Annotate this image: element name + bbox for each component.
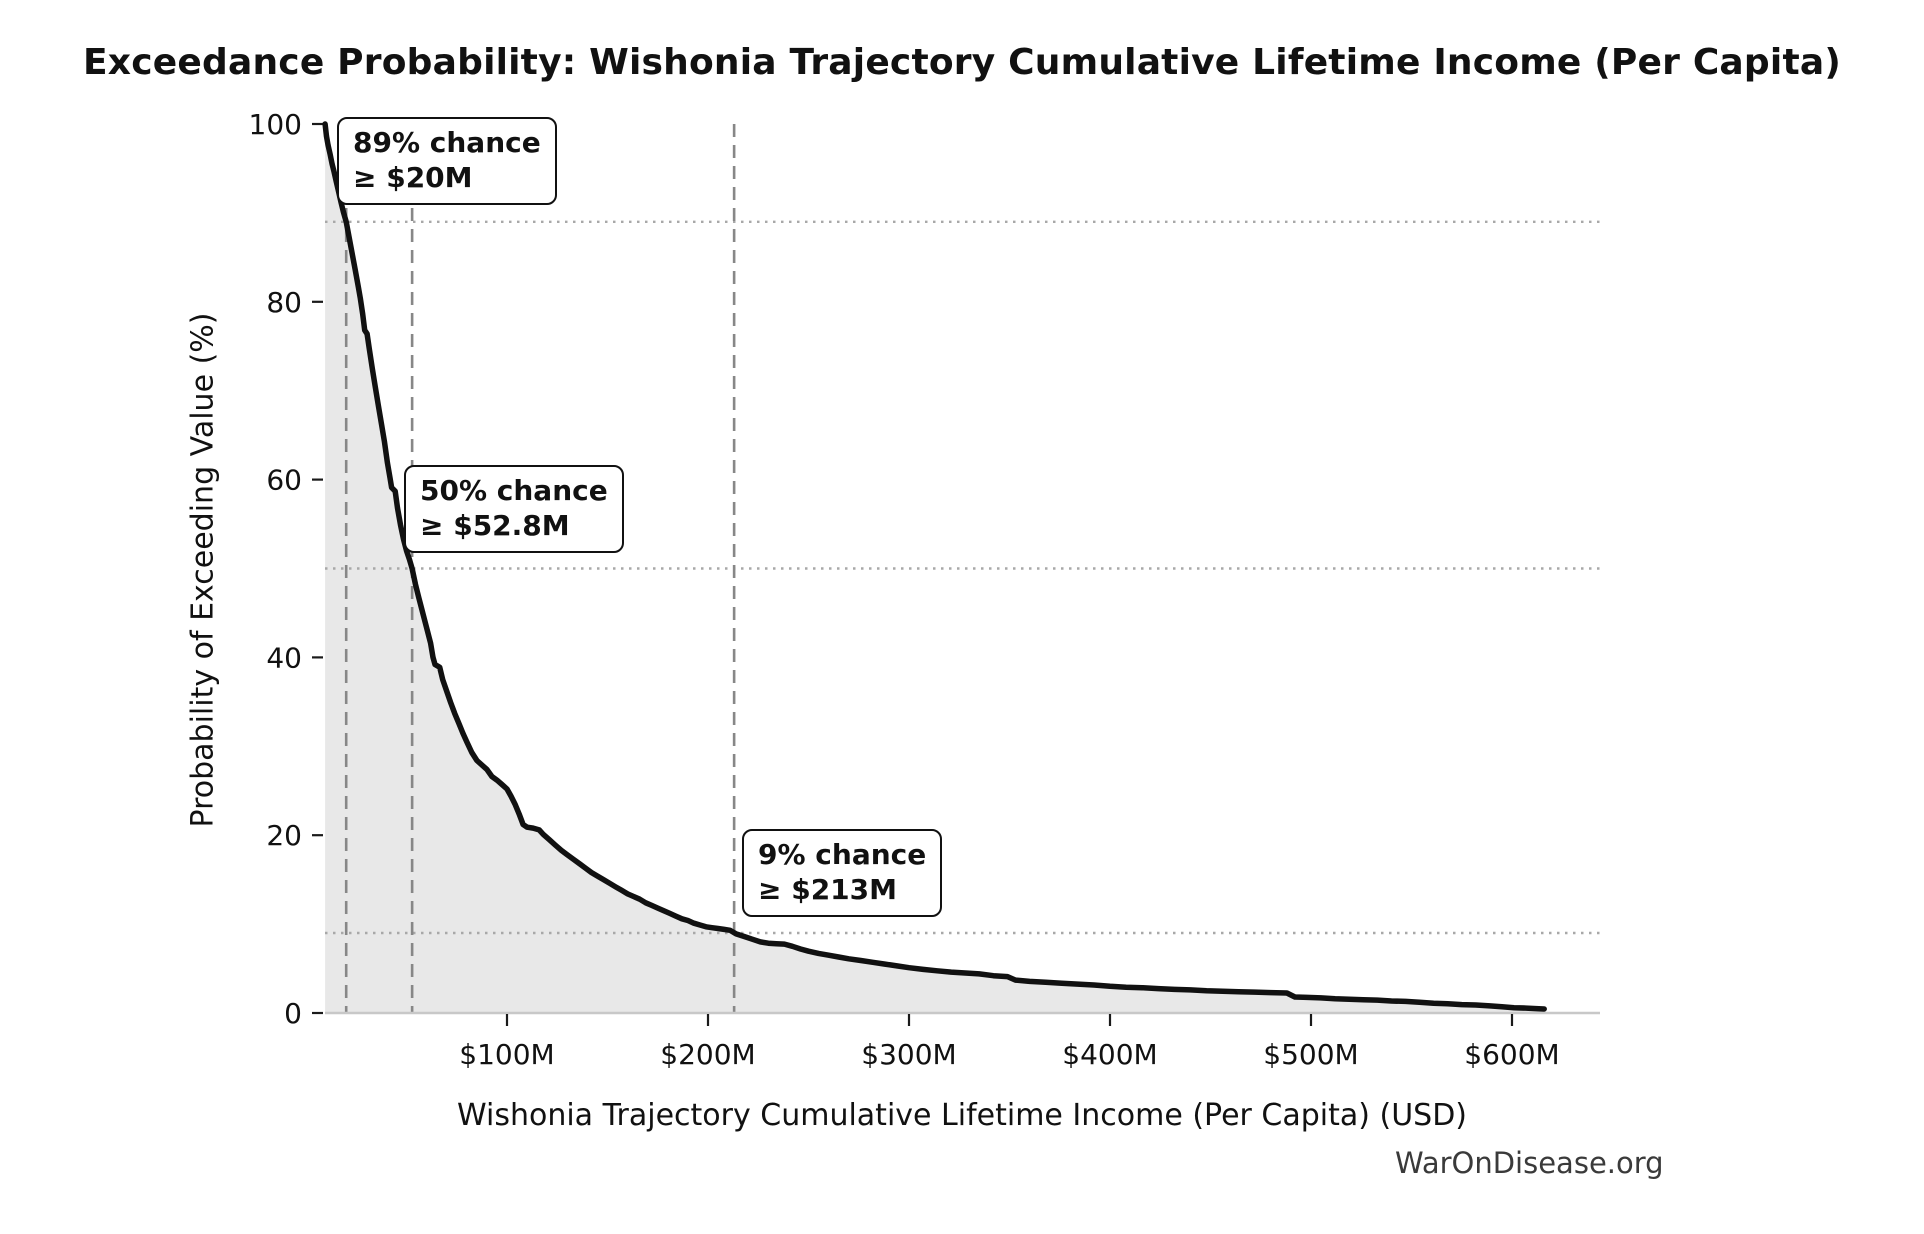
annotation-89pct: 89% chance ≥ $20M	[337, 117, 557, 205]
y-tick-label: 40	[266, 641, 302, 674]
annotation-9pct-line2: ≥ $213M	[758, 873, 898, 906]
x-tick-label: $200M	[660, 1038, 755, 1071]
y-tick-label: 100	[249, 108, 302, 141]
curve-fill-area	[325, 124, 1545, 1013]
x-tick-label: $400M	[1062, 1038, 1157, 1071]
y-axis-label: Probability of Exceeding Value (%)	[185, 312, 221, 828]
x-tick-label: $500M	[1263, 1038, 1358, 1071]
annotation-89pct-line1: 89% chance	[353, 126, 541, 159]
y-tick-label: 60	[266, 464, 302, 497]
x-tick-label: $600M	[1464, 1038, 1559, 1071]
x-tick-label: $300M	[861, 1038, 956, 1071]
x-axis-label: Wishonia Trajectory Cumulative Lifetime …	[457, 1098, 1467, 1133]
y-tick-label: 80	[266, 286, 302, 319]
y-tick-label: 20	[266, 819, 302, 852]
exceedance-curve	[322, 121, 1547, 1012]
annotation-50pct-line1: 50% chance	[420, 474, 608, 507]
chart-title: Exceedance Probability: Wishonia Traject…	[83, 42, 1841, 83]
watermark-text: WarOnDisease.org	[1395, 1146, 1664, 1180]
annotation-9pct: 9% chance ≥ $213M	[742, 829, 943, 917]
annotation-50pct: 50% chance ≥ $52.8M	[404, 465, 624, 553]
x-tick-label: $100M	[459, 1038, 554, 1071]
annotation-9pct-line1: 9% chance	[758, 838, 927, 871]
y-tick-label: 0	[284, 997, 302, 1030]
annotation-50pct-line2: ≥ $52.8M	[420, 509, 570, 542]
annotation-89pct-line2: ≥ $20M	[353, 161, 473, 194]
